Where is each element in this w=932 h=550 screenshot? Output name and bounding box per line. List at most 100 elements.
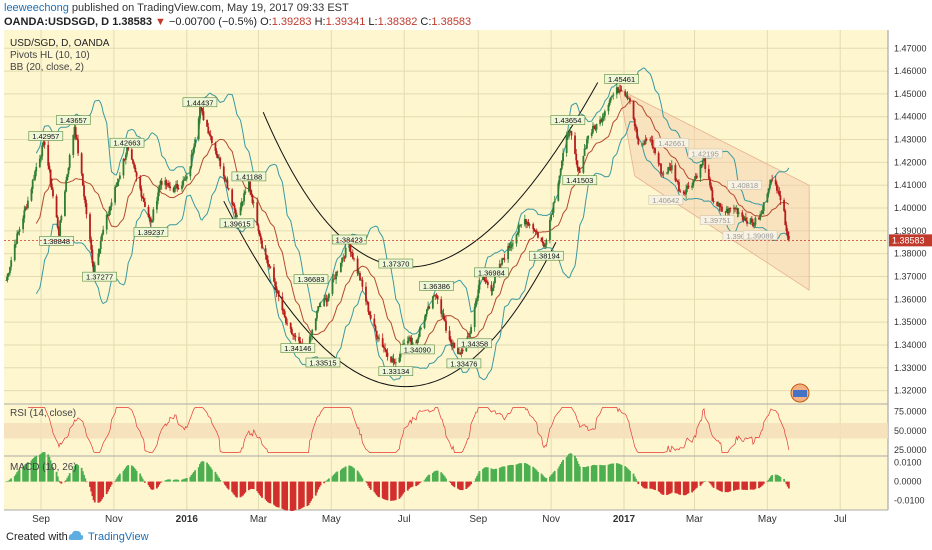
candle-body	[600, 119, 603, 123]
candle-body	[89, 214, 91, 240]
y-tick-label: 1.39000	[894, 226, 927, 236]
pivot-tag	[727, 180, 762, 190]
macd-bar	[615, 463, 618, 482]
macd-bar	[148, 481, 151, 488]
macd-bar	[385, 481, 388, 500]
candle-body	[290, 328, 293, 335]
macd-bar	[470, 481, 472, 485]
macd-bar	[219, 479, 222, 482]
macd-bar	[587, 466, 590, 482]
macd-tick-label: 0.0000	[894, 477, 922, 487]
macd-bar	[181, 479, 183, 482]
candle-body	[35, 167, 38, 172]
candle-body	[361, 279, 364, 287]
candle-body	[424, 314, 427, 320]
legend-pivots: Pivots HL (10, 10)	[10, 50, 90, 61]
candle-body	[641, 143, 643, 145]
candle-body	[232, 204, 235, 206]
pivot-value: 1.43654	[554, 116, 581, 125]
macd-bar	[281, 481, 284, 509]
candle-body	[42, 141, 45, 146]
candle-body	[74, 127, 77, 138]
candle-body	[594, 127, 597, 130]
candle-body	[735, 208, 738, 210]
macd-bar	[142, 480, 145, 482]
candle-body	[460, 349, 463, 355]
macd-bar	[728, 481, 731, 492]
candle-body	[669, 167, 672, 171]
candle-body	[81, 173, 84, 186]
macd-bar	[577, 463, 580, 482]
macd-bar	[152, 481, 155, 490]
candle-body	[16, 233, 19, 244]
macd-bar	[592, 465, 594, 482]
candle-body	[645, 139, 648, 140]
candle-body	[250, 190, 253, 196]
candle-body	[592, 125, 594, 133]
macd-bar	[394, 481, 397, 500]
candle-body	[264, 248, 267, 255]
rsi-line	[27, 407, 790, 453]
candle-body	[85, 203, 88, 215]
candle-body	[25, 207, 28, 209]
candle-body	[484, 280, 487, 282]
candle-body	[177, 188, 180, 190]
candle-body	[410, 337, 413, 346]
macd-bar	[191, 473, 194, 482]
macd-bar	[703, 481, 705, 482]
author-link[interactable]: leeweechong	[4, 2, 69, 14]
macd-bar	[306, 481, 309, 507]
flag-icon[interactable]	[790, 383, 810, 403]
macd-bar	[768, 478, 771, 482]
macd-bar	[208, 465, 211, 482]
macd-bar	[41, 452, 44, 482]
candle-body	[558, 175, 561, 184]
macd-bar	[257, 481, 260, 493]
macd-bar	[302, 481, 305, 507]
pivot-tag	[133, 227, 169, 237]
macd-bar	[90, 481, 93, 492]
macd-bar	[776, 474, 778, 482]
macd-bar	[682, 481, 685, 496]
candle-body	[50, 183, 53, 190]
candle-body	[709, 178, 711, 186]
candle-body	[607, 104, 610, 112]
candle-body	[494, 275, 496, 283]
macd-bar	[242, 481, 244, 496]
macd-bar	[400, 481, 403, 496]
candle-body	[124, 154, 127, 160]
macd-bar	[300, 481, 303, 509]
macd-bar	[586, 466, 588, 482]
macd-bar	[10, 478, 13, 482]
candle-body	[126, 146, 128, 155]
macd-bar	[114, 481, 116, 483]
macd-bar	[734, 481, 736, 491]
macd-bar	[144, 481, 146, 483]
macd-bar	[359, 474, 361, 482]
symbol-label: OANDA:USDSGD, D	[4, 16, 110, 28]
tradingview-link[interactable]: TradingView	[88, 531, 149, 543]
legend-symbol: USD/SGD, D, OANDA	[10, 38, 110, 49]
macd-bar	[709, 481, 711, 484]
candle-body	[366, 301, 369, 303]
last-price: 1.38583	[112, 16, 152, 28]
macd-bar	[48, 456, 51, 482]
macd-bar	[373, 481, 376, 492]
quote-line: OANDA:USDSGD, D 1.38583 ▼ −0.00700 (−0.5…	[4, 16, 471, 30]
candle-body	[247, 181, 250, 192]
candle-body	[578, 170, 581, 173]
candle-body	[501, 258, 504, 265]
macd-bar	[150, 481, 152, 489]
candle-body	[231, 189, 234, 205]
macd-bar	[173, 479, 176, 482]
candle-body	[517, 225, 520, 233]
macd-bar	[127, 465, 130, 482]
macd-bar	[742, 481, 745, 490]
macd-bar	[694, 481, 697, 489]
x-tick-label: Jul	[834, 514, 847, 524]
candle-body	[34, 171, 36, 180]
macd-bar	[575, 458, 578, 482]
macd-bar	[159, 481, 162, 483]
macd-bar	[735, 481, 738, 490]
